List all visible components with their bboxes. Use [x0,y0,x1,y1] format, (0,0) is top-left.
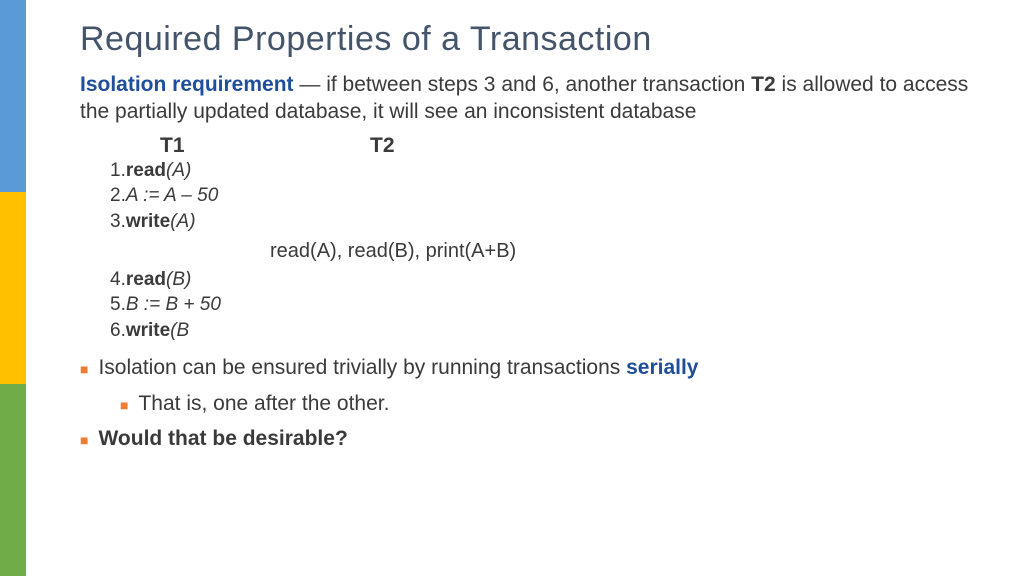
sidebar-segment-yellow [0,192,26,384]
tx-step: 6.write(B [110,318,984,344]
tx-steps-a: 1.read(A) 2.A := A – 50 3.write(A) [80,158,984,235]
step-num: 4. [110,269,126,290]
tx-header-t2: T2 [370,134,984,158]
bullet-text: Isolation can be ensured trivially by ru… [98,353,698,382]
intro-dash: — [294,73,327,96]
tx-step: 2.A := A – 50 [110,183,984,209]
tx-step: 5.B := B + 50 [110,292,984,318]
tx-step: 3.write(A) [110,209,984,235]
tx-steps-b: 4.read(B) 5.B := B + 50 6.write(B [80,267,984,344]
step-plain: B := B + 50 [126,294,221,315]
bullet-1a: Isolation can be ensured trivially by ru… [98,356,626,379]
sidebar-segment-green [0,384,26,576]
step-arg: (B [170,320,189,341]
bullet-1b: serially [626,356,698,379]
step-arg: (B) [166,269,191,290]
sidebar-segment-blue [0,0,26,192]
bullet-marker-icon: ■ [80,431,88,451]
bullet-text: Would that be desirable? [98,424,347,453]
step-kw: read [126,160,166,181]
step-arg: (A) [170,211,195,232]
tx-step: 4.read(B) [110,267,984,293]
bullet-text: That is, one after the other. [138,389,389,418]
step-kw: write [126,211,170,232]
step-kw: read [126,269,166,290]
intro-body1: if between steps 3 and 6, another transa… [326,73,751,96]
bullet-item-sub: ■ That is, one after the other. [80,389,984,418]
bullet-marker-icon: ■ [80,360,88,380]
step-num: 1. [110,160,126,181]
slide-title: Required Properties of a Transaction [80,20,984,59]
tx-headers: T1 T2 [80,134,984,158]
bullet-marker-icon: ■ [120,396,128,416]
intro-t2: T2 [751,73,776,96]
bullet-item: ■ Isolation can be ensured trivially by … [80,353,984,382]
intro-lead: Isolation requirement [80,73,294,96]
step-num: 3. [110,211,126,232]
bullet-list: ■ Isolation can be ensured trivially by … [80,353,984,453]
step-num: 6. [110,320,126,341]
transaction-block: T1 T2 1.read(A) 2.A := A – 50 3.write(A)… [80,134,984,344]
slide-content: Required Properties of a Transaction Iso… [80,20,984,460]
step-arg: (A) [166,160,191,181]
color-sidebar [0,0,26,576]
tx-interleave: read(A), read(B), print(A+B) [80,237,984,265]
intro-paragraph: Isolation requirement — if between steps… [80,71,984,126]
step-plain: A := A – 50 [126,185,218,206]
tx-step: 1.read(A) [110,158,984,184]
tx-header-t1: T1 [80,134,370,158]
step-kw: write [126,320,170,341]
step-num: 5. [110,294,126,315]
step-num: 2. [110,185,126,206]
bullet-item: ■ Would that be desirable? [80,424,984,453]
